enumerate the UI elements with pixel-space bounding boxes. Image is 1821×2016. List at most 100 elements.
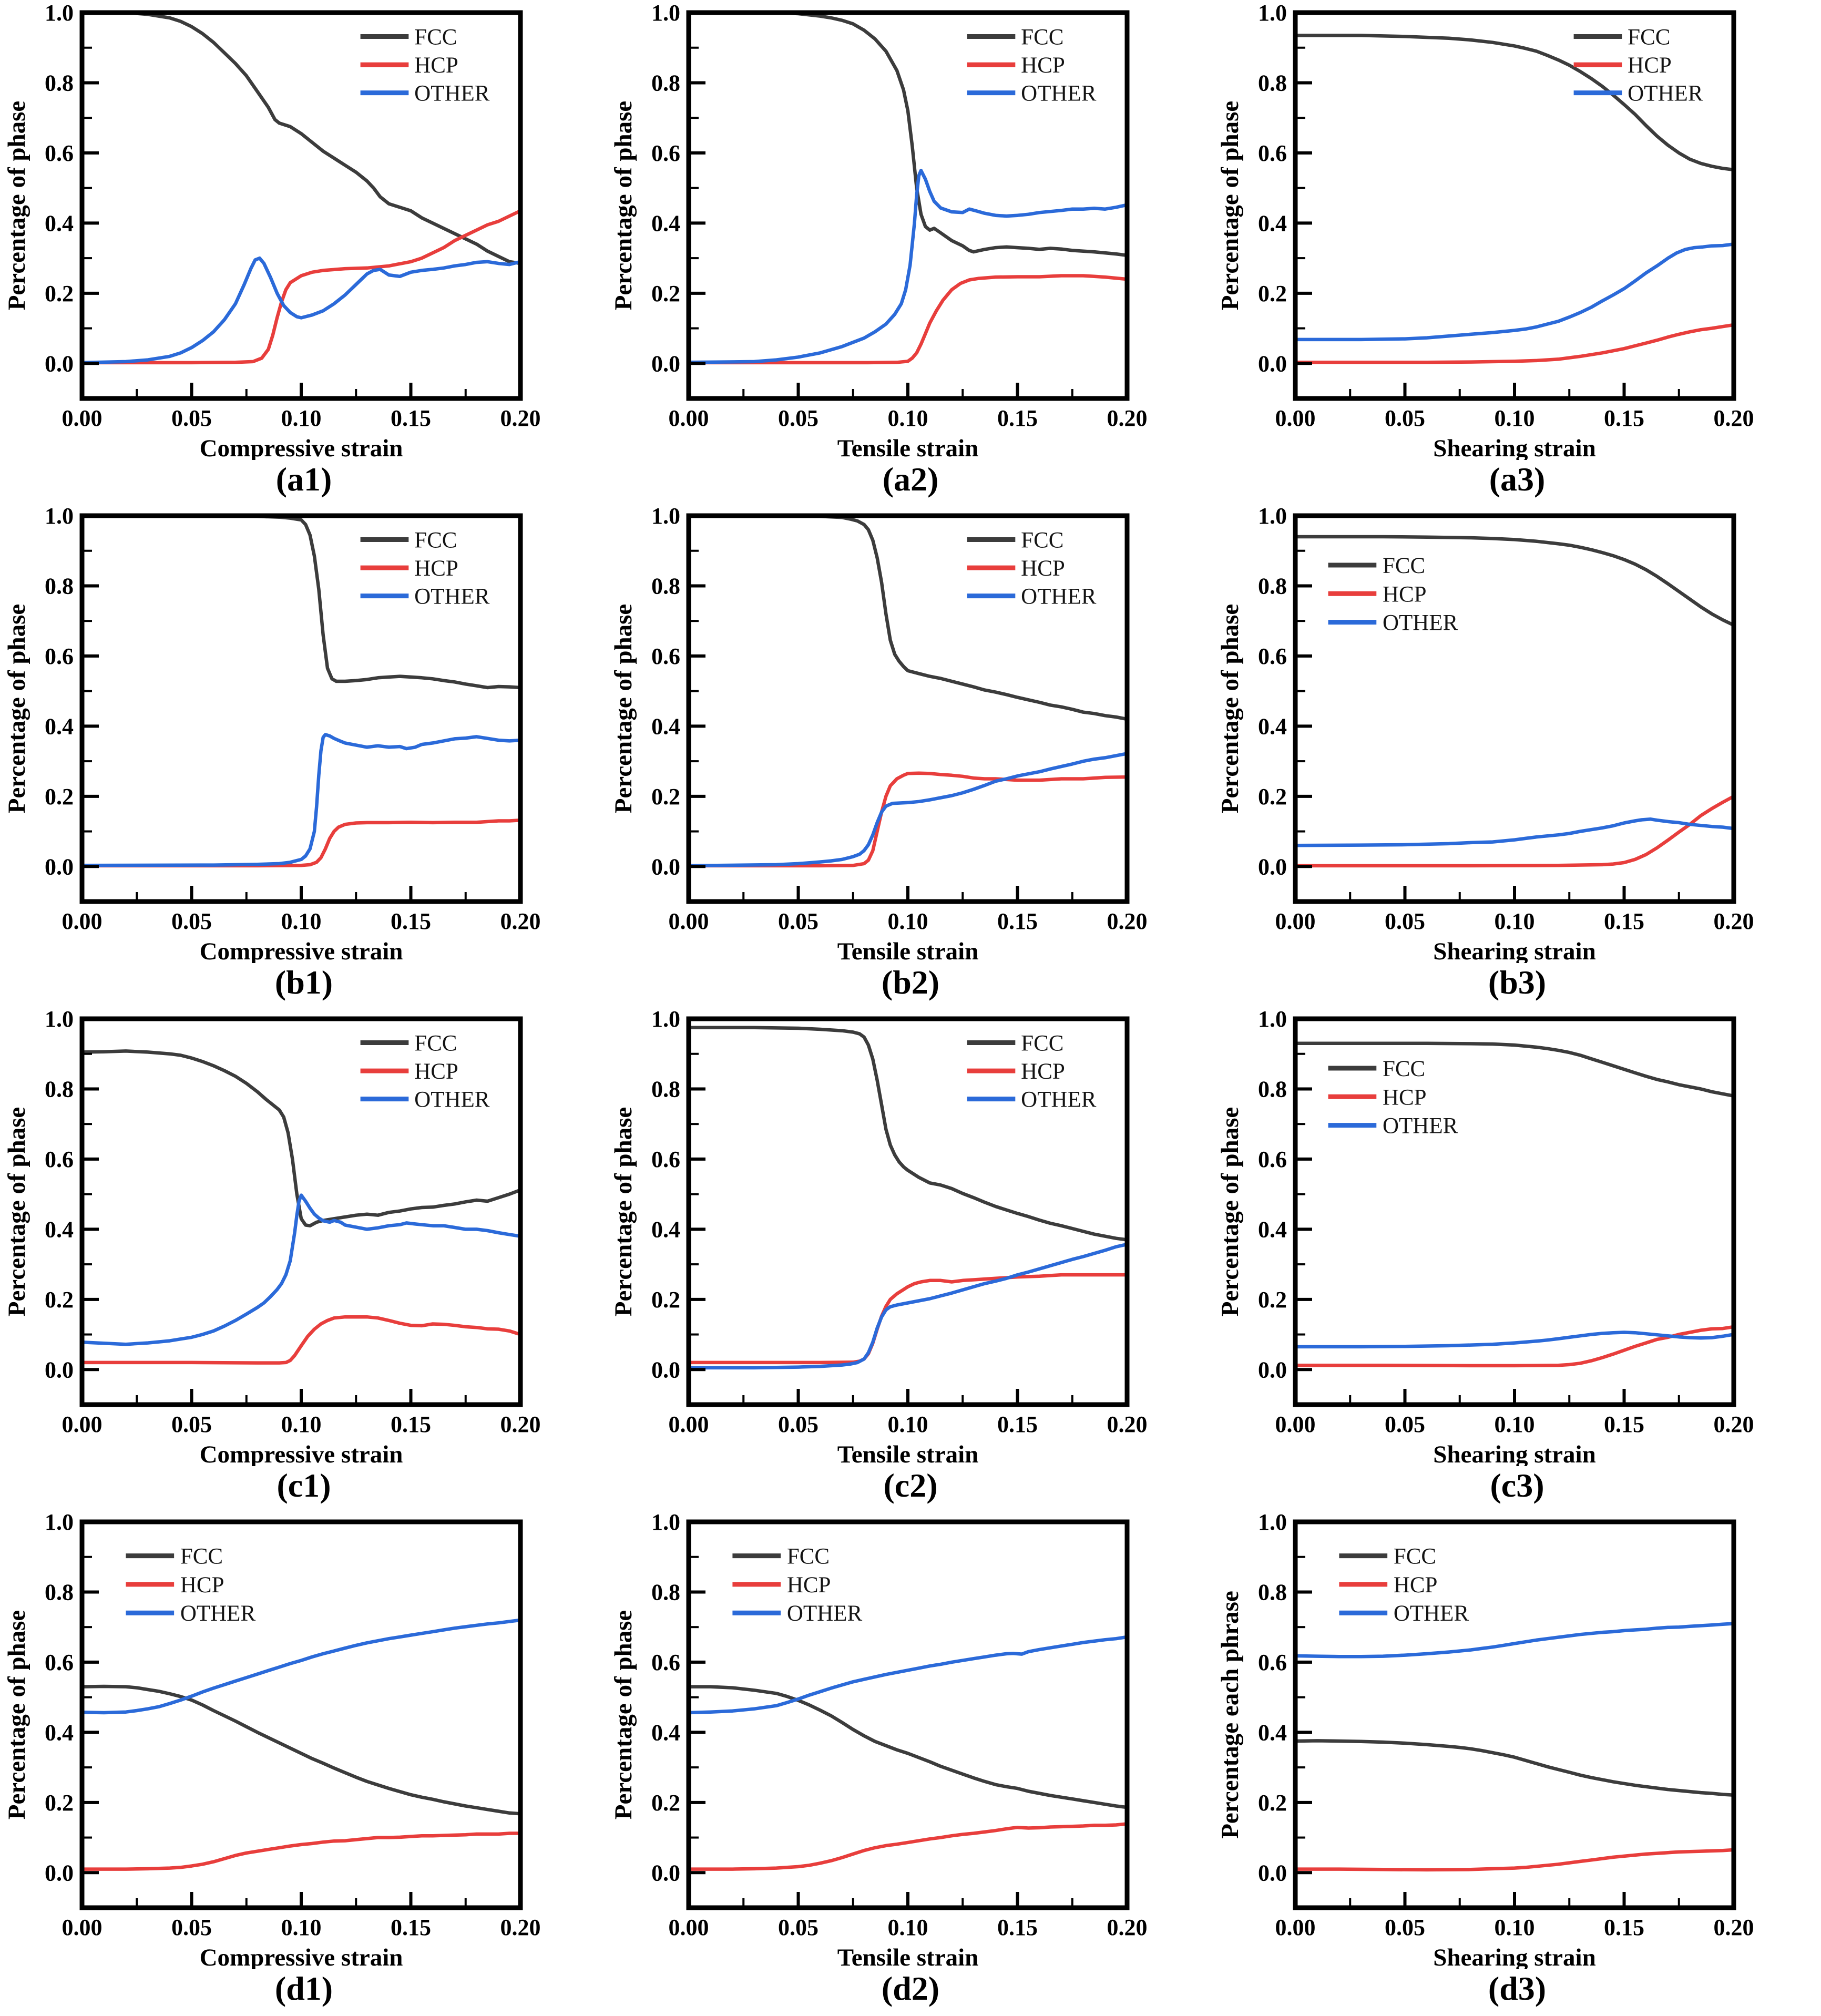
svg-text:0.10: 0.10 — [281, 908, 322, 934]
svg-text:0.15: 0.15 — [391, 405, 431, 431]
svg-text:0.8: 0.8 — [1258, 573, 1287, 599]
axis-ticks — [1294, 1017, 1735, 1403]
svg-text:0.8: 0.8 — [1258, 1076, 1287, 1102]
legend-label-other: OTHER — [414, 1088, 490, 1112]
svg-text:0.15: 0.15 — [1604, 908, 1644, 934]
svg-text:0.00: 0.00 — [1275, 405, 1316, 431]
x-axis-label: Shearing strain — [1433, 1441, 1595, 1466]
legend-label-other: OTHER — [414, 585, 490, 609]
svg-text:0.4: 0.4 — [1258, 1720, 1287, 1745]
svg-text:0.20: 0.20 — [1714, 908, 1754, 934]
svg-text:0.4: 0.4 — [45, 713, 74, 739]
svg-text:0.0: 0.0 — [45, 854, 74, 879]
chart-caption-d3: (d3) — [1488, 1970, 1547, 2007]
series-group — [689, 516, 1127, 868]
legend-label-hcp: HCP — [1021, 53, 1065, 78]
legend-label-hcp: HCP — [414, 556, 458, 581]
series-line-other — [82, 1193, 520, 1346]
svg-text:0.10: 0.10 — [1495, 1915, 1535, 1940]
plot-border — [79, 513, 523, 904]
x-axis-label: Compressive strain — [200, 938, 403, 963]
series-line-hcp — [1295, 323, 1734, 364]
legend-label-other: OTHER — [1021, 585, 1097, 609]
svg-text:0.10: 0.10 — [281, 405, 322, 431]
svg-text:0.2: 0.2 — [1258, 1790, 1287, 1816]
svg-text:0.20: 0.20 — [500, 908, 541, 934]
legend-label-other: OTHER — [1394, 1601, 1469, 1626]
svg-text:0.6: 0.6 — [651, 1147, 680, 1172]
series-line-fcc — [689, 516, 1127, 721]
series-line-other — [1295, 242, 1734, 342]
legend: FCC HCP OTHER — [1328, 554, 1458, 636]
svg-text:0.0: 0.0 — [651, 351, 680, 376]
series-line-hcp — [1295, 1325, 1734, 1368]
figure-b3: 0.00 0.05 0.10 0.15 0.20 0.0 0.2 0.4 0.6 0.8 1.0 Sh… — [1214, 503, 1820, 1006]
svg-text:0.00: 0.00 — [1275, 1915, 1316, 1940]
svg-text:0.10: 0.10 — [888, 908, 928, 934]
axis-ticks — [80, 1017, 522, 1403]
series-line-hcp — [689, 1822, 1127, 1871]
svg-text:0.10: 0.10 — [281, 1915, 322, 1940]
legend-label-other: OTHER — [1383, 1114, 1458, 1139]
legend: FCC HCP OTHER — [360, 25, 490, 106]
series-line-fcc — [82, 516, 520, 690]
figure-c2: 0.00 0.05 0.10 0.15 0.20 0.0 0.2 0.4 0.6 0.8 1.0 Te… — [607, 1006, 1214, 1509]
series-line-fcc — [82, 1049, 520, 1227]
series-line-other — [689, 1635, 1127, 1715]
legend: FCC HCP OTHER — [1573, 25, 1703, 106]
x-axis-label: Tensile strain — [837, 938, 979, 963]
svg-text:0.4: 0.4 — [45, 1216, 74, 1242]
series-line-other — [1295, 1622, 1734, 1659]
svg-text:1.0: 1.0 — [45, 0, 74, 26]
tick-labels: 0.00 0.05 0.10 0.15 0.20 0.0 0.2 0.4 0.6 0.8 1.0 — [45, 1509, 541, 1940]
svg-text:0.05: 0.05 — [778, 1411, 819, 1437]
series-group — [82, 1049, 520, 1365]
svg-text:0.05: 0.05 — [778, 908, 819, 934]
svg-text:0.10: 0.10 — [1495, 1411, 1535, 1437]
series-line-other — [1295, 1331, 1734, 1349]
svg-text:0.0: 0.0 — [651, 1860, 680, 1886]
svg-text:0.20: 0.20 — [500, 1915, 541, 1940]
svg-text:1.0: 1.0 — [1258, 0, 1287, 26]
figure-c3: 0.00 0.05 0.10 0.15 0.20 0.0 0.2 0.4 0.6 0.8 1.0 Sh… — [1214, 1006, 1820, 1509]
figure-d3: 0.00 0.05 0.10 0.15 0.20 0.0 0.2 0.4 0.6 0.8 1.0 Sh… — [1214, 1509, 1820, 2012]
svg-text:0.6: 0.6 — [45, 140, 74, 166]
series-line-fcc — [689, 1026, 1127, 1242]
legend: FCC HCP OTHER — [126, 1544, 255, 1626]
tick-labels: 0.00 0.05 0.10 0.15 0.20 0.0 0.2 0.4 0.6 0.8 1.0 — [651, 0, 1148, 431]
y-axis-label: Percentage of phase — [1216, 101, 1244, 311]
y-axis-label: Percentage of phase — [610, 1610, 637, 1820]
svg-text:0.4: 0.4 — [45, 210, 74, 236]
svg-text:0.10: 0.10 — [888, 405, 928, 431]
svg-text:0.15: 0.15 — [997, 1411, 1038, 1437]
y-axis-label: Percentage of phase — [3, 1107, 30, 1317]
svg-text:1.0: 1.0 — [1258, 1006, 1287, 1032]
svg-text:0.2: 0.2 — [651, 1287, 680, 1313]
legend-label-fcc: FCC — [1394, 1544, 1436, 1569]
svg-text:0.20: 0.20 — [1107, 908, 1148, 934]
svg-text:0.4: 0.4 — [651, 1720, 680, 1745]
legend-label-hcp: HCP — [1021, 1059, 1065, 1084]
series-line-other — [689, 1242, 1127, 1370]
figure-d1: 0.00 0.05 0.10 0.15 0.20 0.0 0.2 0.4 0.6 0.8 1.0 Co… — [1, 1509, 607, 2012]
svg-text:0.15: 0.15 — [997, 405, 1038, 431]
svg-text:0.20: 0.20 — [1107, 1915, 1148, 1940]
axis-ticks — [687, 1017, 1129, 1403]
svg-text:0.00: 0.00 — [1275, 908, 1316, 934]
svg-text:0.6: 0.6 — [45, 1650, 74, 1675]
series-line-hcp — [1295, 1848, 1734, 1872]
legend-label-other: OTHER — [1021, 81, 1097, 106]
legend-label-fcc: FCC — [1021, 1031, 1063, 1056]
svg-text:0.8: 0.8 — [651, 1579, 680, 1605]
svg-text:0.05: 0.05 — [171, 908, 212, 934]
svg-text:0.4: 0.4 — [651, 210, 680, 236]
svg-text:1.0: 1.0 — [651, 503, 680, 529]
svg-text:0.6: 0.6 — [651, 1650, 680, 1675]
axis-ticks — [1294, 1520, 1735, 1906]
figure-b1: 0.00 0.05 0.10 0.15 0.20 0.0 0.2 0.4 0.6 0.8 1.0 Co… — [1, 503, 607, 1006]
chart-caption-d2: (d2) — [881, 1970, 940, 2007]
chart-svg-a2: 0.00 0.05 0.10 0.15 0.20 0.0 0.2 0.4 0.6 0.8 1.0 Te… — [607, 0, 1214, 460]
chart-caption-a1: (a1) — [275, 460, 332, 498]
svg-text:0.4: 0.4 — [651, 713, 680, 739]
